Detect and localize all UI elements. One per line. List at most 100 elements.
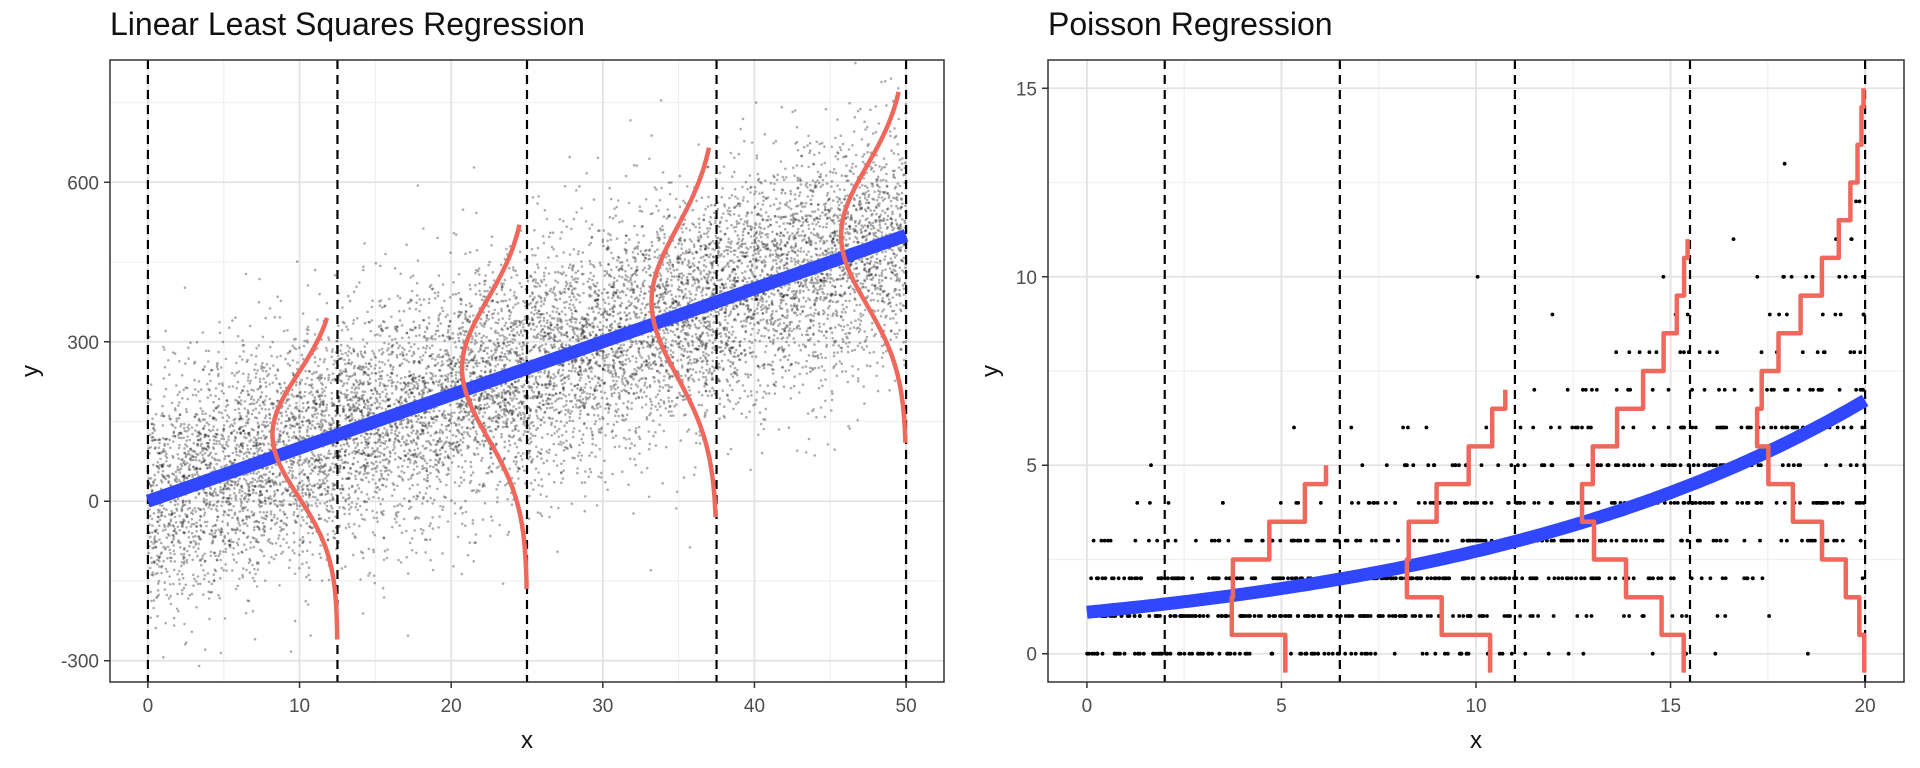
data-point [281, 431, 285, 435]
data-point [631, 251, 635, 254]
data-point [302, 519, 305, 522]
data-point [630, 267, 633, 270]
data-point [844, 231, 847, 235]
data-point [715, 237, 718, 240]
data-point [399, 475, 402, 479]
data-point [899, 226, 903, 229]
data-point [255, 540, 259, 544]
data-point [812, 314, 815, 318]
data-point [159, 451, 162, 455]
data-point [401, 464, 404, 468]
data-point [275, 521, 279, 525]
data-point [706, 280, 709, 284]
data-point [461, 326, 465, 329]
data-point [581, 358, 585, 362]
data-point [313, 333, 317, 336]
data-point [663, 236, 666, 239]
data-point [374, 372, 378, 375]
data-point [772, 322, 776, 325]
data-point [188, 463, 192, 466]
data-point [178, 514, 181, 518]
data-point [688, 350, 692, 353]
data-point [312, 466, 316, 470]
data-point [174, 531, 178, 534]
data-point [690, 318, 694, 322]
data-point [355, 380, 359, 384]
data-point [695, 199, 698, 203]
data-point [852, 197, 856, 200]
data-point [354, 505, 358, 509]
data-point [673, 275, 676, 279]
data-point [215, 439, 218, 443]
data-point [475, 359, 479, 363]
data-point [541, 235, 545, 238]
data-point [572, 427, 576, 430]
data-point [798, 285, 801, 288]
data-point [336, 339, 339, 343]
data-point [634, 314, 637, 318]
data-point [702, 269, 706, 272]
data-point [724, 309, 728, 312]
data-point [276, 390, 280, 394]
data-point [815, 216, 819, 219]
data-point [409, 419, 413, 422]
data-point [363, 242, 366, 245]
data-point [323, 518, 327, 522]
data-point [856, 344, 860, 348]
data-point [649, 407, 653, 410]
data-point [382, 596, 386, 599]
data-point [734, 319, 738, 322]
data-point [757, 301, 760, 305]
data-point [729, 286, 732, 289]
data-point [771, 310, 774, 313]
data-point [640, 396, 644, 399]
data-point [762, 390, 766, 393]
data-point [793, 174, 796, 178]
data-point [423, 538, 427, 541]
data-point [182, 557, 185, 561]
data-point [826, 313, 830, 317]
data-point [623, 278, 627, 281]
data-point [236, 380, 240, 384]
data-point [879, 259, 882, 263]
data-point [471, 350, 475, 353]
data-point [606, 488, 609, 492]
data-point [547, 472, 551, 476]
data-point [851, 144, 854, 147]
data-point [876, 175, 880, 179]
data-point [603, 310, 607, 313]
data-point [761, 270, 764, 273]
data-point [761, 312, 765, 315]
data-point [838, 208, 842, 212]
data-point [752, 312, 755, 316]
data-point [249, 397, 253, 401]
data-point [880, 271, 884, 275]
data-point [533, 328, 536, 332]
data-point [762, 258, 766, 262]
data-point [798, 289, 802, 292]
data-point [665, 281, 668, 284]
data-point [756, 320, 760, 324]
data-point [776, 253, 779, 257]
data-point [264, 381, 268, 384]
data-point [737, 214, 741, 217]
data-point [648, 257, 652, 261]
data-point [411, 548, 414, 552]
data-point [789, 207, 793, 211]
data-point [534, 434, 537, 438]
data-point [375, 406, 379, 410]
data-point [841, 303, 844, 307]
data-point [881, 166, 884, 169]
data-point [323, 469, 327, 473]
data-point [547, 402, 551, 406]
data-point [540, 383, 544, 386]
data-point [726, 452, 730, 456]
data-point [262, 554, 266, 558]
data-point [377, 377, 381, 381]
data-point [867, 220, 871, 224]
data-point [674, 246, 677, 249]
data-point [246, 500, 249, 504]
data-point [562, 393, 565, 396]
data-point [439, 505, 442, 508]
data-point [749, 269, 752, 272]
